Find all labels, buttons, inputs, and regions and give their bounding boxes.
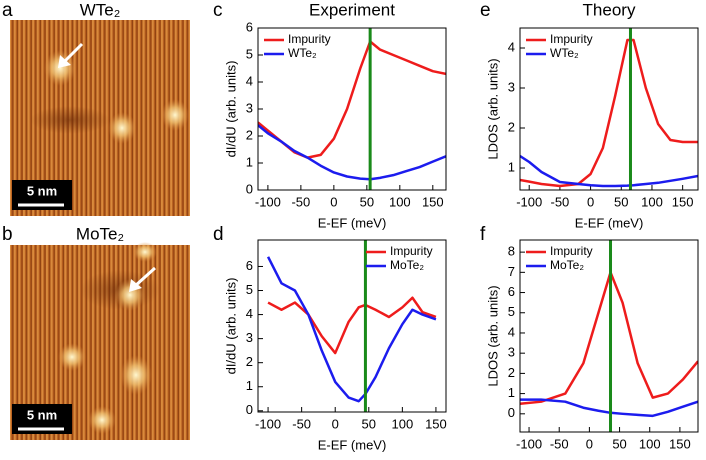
- y-tick-label: 5: [246, 282, 253, 297]
- legend-label: Impurity: [550, 32, 593, 46]
- data-line: [258, 124, 446, 181]
- y-tick-label: 5: [246, 46, 253, 61]
- image-title: WTe₂: [80, 0, 121, 19]
- y-tick-label: 5: [508, 304, 515, 319]
- panel-label: c: [213, 0, 223, 21]
- x-axis-label: E-EF (meV): [318, 437, 387, 452]
- legend-label: WTe₂: [288, 46, 317, 60]
- y-tick-label: 4: [246, 73, 253, 88]
- x-tick-label: 150: [672, 194, 694, 209]
- y-axis-label: dI/dU (arb. units): [223, 278, 238, 375]
- plot-frame: [519, 27, 699, 191]
- chart-title: Theory: [583, 0, 636, 19]
- data-line: [267, 296, 437, 355]
- stm-image: [10, 242, 190, 440]
- y-tick-label: 3: [246, 100, 253, 115]
- y-tick-label: 8: [508, 244, 515, 259]
- data-line: [520, 38, 698, 188]
- x-tick-label: -100: [516, 194, 542, 209]
- plot-area: [266, 240, 437, 412]
- data-line: [258, 40, 446, 159]
- y-axis-label: dI/dU (arb. units): [223, 61, 238, 158]
- x-tick-label: 50: [614, 194, 628, 209]
- panel-label: a: [2, 0, 13, 21]
- legend-label: Impurity: [390, 244, 433, 258]
- x-tick-label: -100: [516, 436, 542, 451]
- panel-label: b: [2, 224, 13, 245]
- x-tick-label: 0: [332, 416, 339, 431]
- chart-title: Experiment: [309, 0, 395, 19]
- data-line: [520, 154, 698, 188]
- x-tick-label: 100: [392, 416, 414, 431]
- x-tick-label: 0: [330, 194, 337, 209]
- stm-image: [10, 20, 190, 216]
- panel-label: e: [480, 0, 491, 21]
- x-tick-label: 150: [669, 436, 691, 451]
- x-tick-label: 100: [389, 194, 411, 209]
- x-tick-label: -50: [291, 194, 310, 209]
- plot-frame: [519, 239, 699, 433]
- y-tick-label: 1: [508, 159, 515, 174]
- legend-label: MoTe₂: [550, 258, 584, 272]
- y-tick-label: 4: [246, 306, 253, 321]
- x-axis-label: E-EF (meV): [318, 215, 387, 230]
- y-tick-label: 2: [508, 119, 515, 134]
- x-tick-label: 50: [362, 416, 376, 431]
- y-tick-label: 4: [508, 324, 515, 339]
- plot-frame: [257, 27, 447, 191]
- plot-area: [258, 28, 446, 190]
- y-tick-label: 0: [246, 181, 253, 196]
- panel-label: d: [213, 224, 224, 245]
- x-tick-label: 0: [586, 436, 593, 451]
- scale-bar-label: 5 nm: [27, 183, 57, 198]
- y-tick-label: 0: [508, 405, 515, 420]
- x-axis-label: E-EF (meV): [575, 457, 644, 460]
- y-tick-label: 3: [246, 330, 253, 345]
- legend-label: Impurity: [550, 244, 593, 258]
- x-tick-label: 100: [639, 436, 661, 451]
- x-tick-label: 100: [641, 194, 663, 209]
- x-tick-label: 150: [425, 416, 447, 431]
- x-tick-label: 50: [360, 194, 374, 209]
- plot-frame: [257, 239, 447, 413]
- x-tick-label: 0: [587, 194, 594, 209]
- legend-label: MoTe₂: [390, 258, 424, 272]
- y-tick-label: 6: [508, 284, 515, 299]
- y-tick-label: 7: [508, 264, 515, 279]
- plot-area: [520, 240, 698, 432]
- y-axis-label: LDOS (arb. units): [485, 58, 500, 159]
- y-tick-label: 0: [246, 402, 253, 417]
- plot-area: [520, 28, 698, 190]
- y-axis-label: LDOS (arb. units): [485, 285, 500, 386]
- y-tick-label: 1: [246, 378, 253, 393]
- y-tick-label: 3: [508, 345, 515, 360]
- data-line: [520, 271, 698, 405]
- x-axis-label: E-EF (meV): [575, 215, 644, 230]
- y-tick-label: 6: [246, 258, 253, 273]
- x-tick-label: -50: [550, 436, 569, 451]
- y-tick-label: 1: [508, 385, 515, 400]
- x-tick-label: 50: [612, 436, 626, 451]
- scale-bar-label: 5 nm: [27, 407, 57, 422]
- y-tick-label: 1: [246, 154, 253, 169]
- y-tick-label: 6: [246, 19, 253, 34]
- panel-label: f: [480, 224, 486, 245]
- y-tick-label: 2: [508, 365, 515, 380]
- y-tick-label: 2: [246, 127, 253, 142]
- x-tick-label: -50: [550, 194, 569, 209]
- data-line: [266, 256, 437, 403]
- legend-label: WTe₂: [550, 46, 579, 60]
- y-tick-label: 4: [508, 39, 515, 54]
- y-tick-label: 3: [508, 79, 515, 94]
- x-tick-label: -50: [292, 416, 311, 431]
- x-tick-label: -100: [255, 416, 281, 431]
- x-tick-label: 150: [422, 194, 444, 209]
- y-tick-label: 2: [246, 354, 253, 369]
- x-tick-label: -100: [255, 194, 281, 209]
- legend-label: Impurity: [288, 32, 331, 46]
- data-line: [520, 398, 698, 418]
- image-title: MoTe₂: [76, 224, 124, 243]
